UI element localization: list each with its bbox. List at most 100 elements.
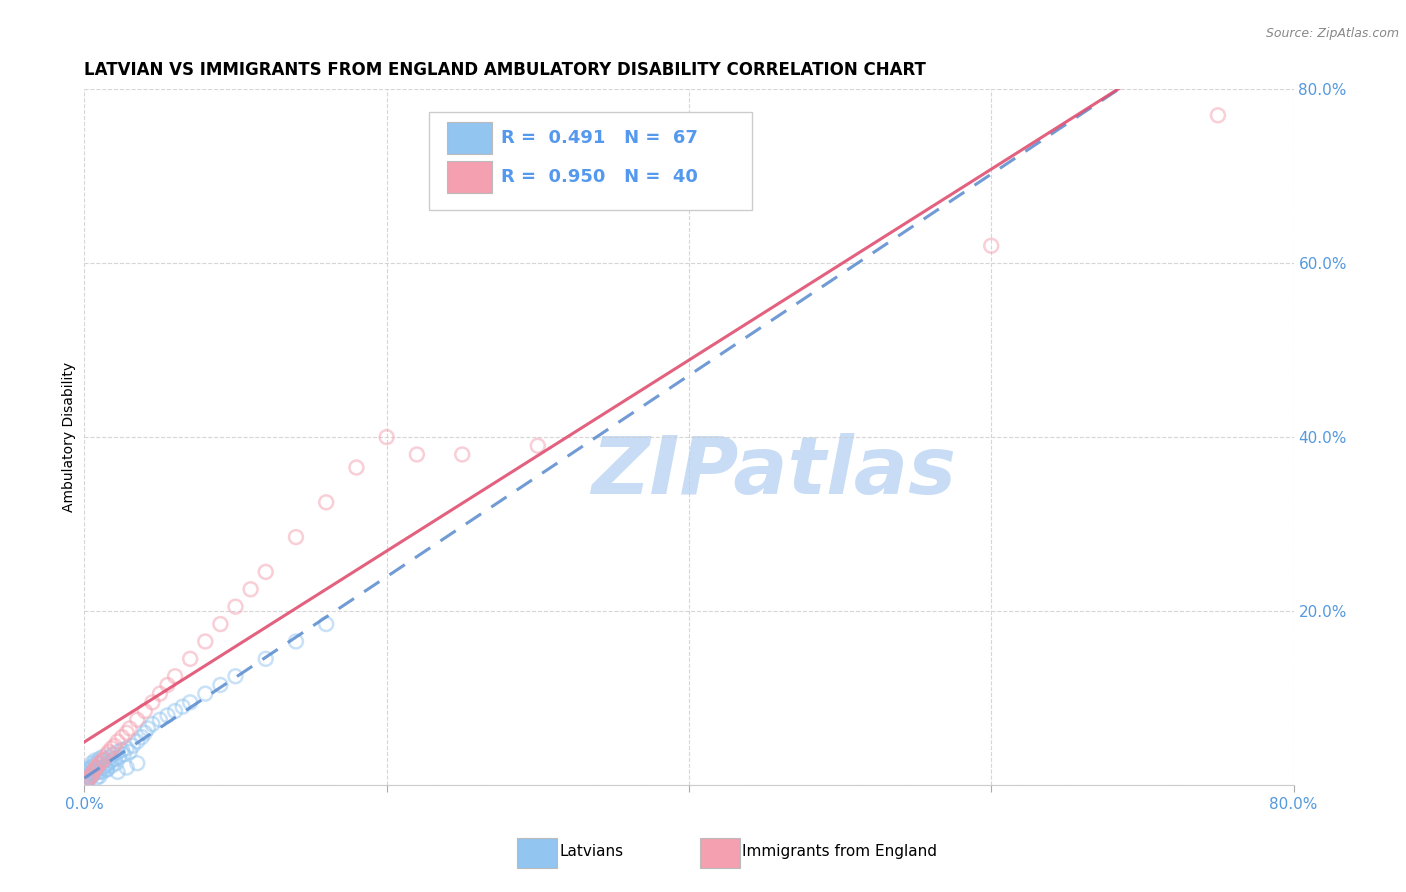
Point: [89, 769, 111, 783]
Point: [315, 617, 337, 632]
Point: [104, 739, 127, 753]
Point: [91, 760, 114, 774]
Point: [82, 767, 104, 781]
Point: [93, 754, 115, 768]
Point: [179, 695, 201, 709]
Point: [105, 756, 128, 771]
Point: [96, 747, 118, 762]
Point: [94, 759, 117, 773]
Point: [97, 756, 120, 771]
Point: [194, 687, 217, 701]
Point: [115, 760, 138, 774]
Point: [194, 634, 217, 648]
Text: R =  0.950   N =  40: R = 0.950 N = 40: [501, 168, 697, 186]
Point: [79, 769, 101, 783]
Point: [115, 726, 138, 740]
Text: Source: ZipAtlas.com: Source: ZipAtlas.com: [1265, 27, 1399, 40]
Point: [100, 754, 122, 768]
Point: [87, 759, 110, 773]
Point: [156, 678, 179, 692]
Point: [82, 764, 104, 779]
Point: [1206, 108, 1229, 122]
Point: [75, 776, 97, 790]
Text: LATVIAN VS IMMIGRANTS FROM ENGLAND AMBULATORY DISABILITY CORRELATION CHART: LATVIAN VS IMMIGRANTS FROM ENGLAND AMBUL…: [84, 62, 927, 79]
Point: [141, 695, 163, 709]
Point: [98, 750, 121, 764]
Point: [76, 764, 98, 779]
Point: [225, 599, 247, 614]
Point: [77, 767, 100, 781]
Text: Latvians: Latvians: [560, 845, 624, 859]
Point: [80, 764, 103, 779]
Point: [82, 759, 104, 773]
Point: [77, 762, 100, 776]
Point: [111, 743, 134, 757]
Point: [76, 773, 98, 788]
Point: [104, 752, 127, 766]
Point: [406, 447, 429, 462]
Point: [225, 669, 247, 683]
Point: [91, 764, 114, 779]
Point: [86, 771, 108, 785]
Point: [86, 764, 108, 779]
Point: [100, 759, 122, 773]
Point: [165, 704, 187, 718]
Point: [91, 750, 114, 764]
Point: [84, 762, 107, 776]
Point: [79, 769, 101, 783]
Point: [96, 762, 118, 776]
Point: [118, 722, 141, 736]
Point: [89, 756, 111, 771]
Point: [239, 582, 262, 597]
Point: [254, 652, 277, 666]
Point: [451, 447, 474, 462]
Text: Immigrants from England: Immigrants from England: [742, 845, 938, 859]
Point: [121, 739, 143, 753]
Point: [134, 704, 156, 718]
Point: [82, 764, 104, 779]
Point: [76, 773, 98, 788]
Point: [89, 764, 111, 779]
Point: [87, 760, 110, 774]
Point: [209, 617, 232, 632]
Text: ZIPatlas: ZIPatlas: [591, 433, 956, 511]
Point: [980, 238, 1002, 253]
Point: [111, 730, 134, 744]
Point: [285, 530, 308, 544]
Point: [80, 767, 103, 781]
Point: [76, 769, 98, 783]
Point: [86, 756, 108, 771]
Point: [75, 773, 97, 788]
Point: [127, 713, 149, 727]
Point: [91, 754, 114, 768]
Point: [93, 752, 115, 766]
Text: R =  0.491   N =  67: R = 0.491 N = 67: [501, 129, 697, 147]
Point: [115, 741, 138, 756]
Point: [527, 439, 550, 453]
Point: [90, 756, 112, 771]
Point: [127, 734, 149, 748]
Point: [134, 726, 156, 740]
Point: [179, 652, 201, 666]
Point: [77, 771, 100, 785]
Point: [86, 760, 108, 774]
Point: [79, 771, 101, 785]
Point: [131, 730, 153, 744]
Point: [101, 747, 124, 762]
Point: [375, 430, 398, 444]
Point: [254, 565, 277, 579]
Point: [172, 699, 194, 714]
Y-axis label: Ambulatory Disability: Ambulatory Disability: [62, 362, 76, 512]
Point: [108, 750, 131, 764]
Point: [136, 722, 159, 736]
Point: [96, 762, 118, 776]
Point: [118, 745, 141, 759]
Point: [107, 764, 129, 779]
Point: [107, 734, 129, 748]
Point: [97, 745, 120, 759]
Point: [79, 760, 101, 774]
Point: [165, 669, 187, 683]
Point: [141, 717, 163, 731]
Point: [84, 754, 107, 768]
Point: [346, 460, 368, 475]
